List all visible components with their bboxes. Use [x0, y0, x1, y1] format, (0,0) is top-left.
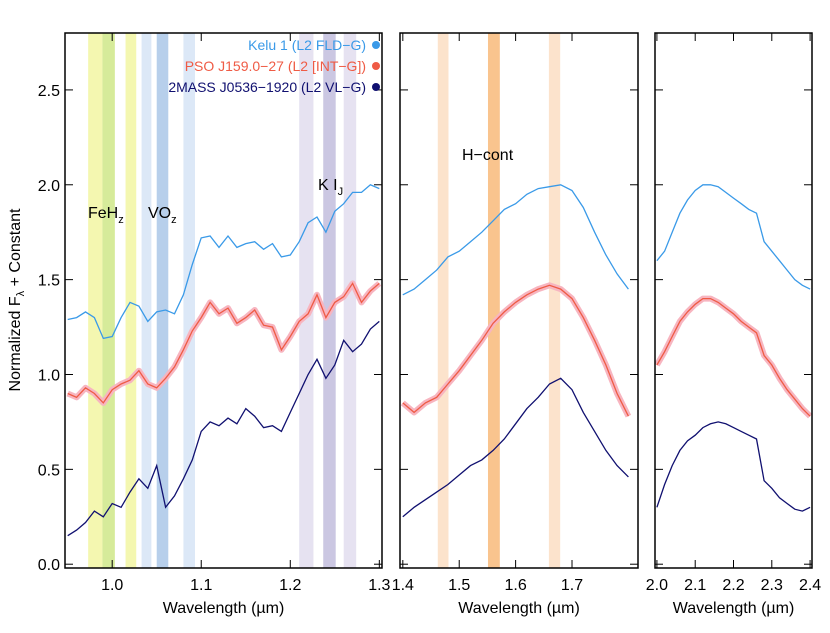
annotation-text: FeH — [88, 205, 118, 222]
x-tick-label: 1.3 — [368, 577, 390, 594]
legend-marker — [372, 41, 380, 49]
feature-band — [156, 33, 169, 568]
spectrum-line — [402, 284, 629, 417]
feature-band — [88, 33, 103, 568]
y-tick-label: 2.0 — [38, 178, 60, 195]
spectrum-line — [656, 184, 811, 290]
legend-label: 2MASS J0536−1920 (L2 VL−G) — [168, 79, 366, 95]
spectrum-line — [656, 297, 811, 417]
annotation-text: H−cont — [462, 147, 514, 164]
legend-marker — [372, 62, 380, 70]
feature-band — [125, 33, 137, 568]
x-tick-label: 2.1 — [684, 577, 706, 594]
y-tick-label: 2.5 — [38, 83, 60, 100]
y-axis-title-text: Normalized F — [7, 296, 24, 391]
legend-marker — [372, 83, 380, 91]
x-tick-label: 1.6 — [504, 577, 526, 594]
y-axis-title-subscript: λ — [15, 290, 27, 296]
spectrum-line — [67, 282, 380, 404]
spectrum-line — [402, 377, 629, 518]
x-tick-label: 2.2 — [722, 577, 744, 594]
y-tick-label: 0.5 — [38, 462, 60, 479]
feature-band — [437, 33, 449, 568]
legend-label: PSO J159.0−27 (L2 [INT−G]) — [185, 58, 366, 74]
x-tick-label: 1.1 — [190, 577, 212, 594]
annotation-text: K I — [318, 177, 338, 194]
x-tick-label: 1.4 — [392, 577, 414, 594]
feature-band — [102, 33, 115, 568]
annotation: H−cont — [462, 147, 514, 164]
spectrum-line — [67, 320, 380, 537]
feature-band — [141, 33, 152, 568]
x-tick-label: 2.0 — [646, 577, 668, 594]
x-tick-label: 2.3 — [761, 577, 783, 594]
feature-band — [183, 33, 196, 568]
y-axis-title-text: + Constant — [7, 208, 24, 291]
x-tick-label: 2.4 — [799, 577, 821, 594]
feature-band — [487, 33, 500, 568]
plot-frame — [654, 32, 813, 569]
feature-band — [548, 33, 561, 568]
spectrum-line — [67, 184, 380, 340]
annotation-text: VO — [148, 205, 171, 222]
y-tick-label: 0.0 — [38, 557, 60, 574]
legend-label: Kelu 1 (L2 FLD−G) — [248, 37, 366, 53]
feature-band — [323, 33, 336, 568]
x-axis-title: Wavelength (µm) — [458, 600, 580, 617]
annotation-subscript: z — [171, 214, 177, 226]
y-tick-label: 1.0 — [38, 367, 60, 384]
annotation-subscript: J — [338, 186, 344, 198]
annotation: VOz — [148, 205, 177, 226]
x-tick-label: 1.5 — [448, 577, 470, 594]
feature-band — [299, 33, 314, 568]
y-axis-title: Normalized Fλ + Constant — [7, 208, 27, 391]
x-tick-label: 1.2 — [279, 577, 301, 594]
x-tick-label: 1.0 — [101, 577, 123, 594]
annotation: FeHz — [88, 205, 124, 226]
error-envelope — [654, 295, 813, 419]
x-tick-label: 1.7 — [561, 577, 583, 594]
annotation-subscript: z — [118, 214, 124, 226]
spectrum-line — [402, 184, 629, 296]
plot-frame — [399, 32, 639, 569]
y-tick-label: 1.5 — [38, 273, 60, 290]
x-axis-title: Wavelength (µm) — [163, 600, 285, 617]
feature-band — [343, 33, 357, 568]
x-axis-title: Wavelength (µm) — [673, 600, 795, 617]
spectrum-line — [656, 421, 811, 512]
plot-frame — [64, 32, 383, 569]
annotation: K IJ — [318, 177, 343, 198]
